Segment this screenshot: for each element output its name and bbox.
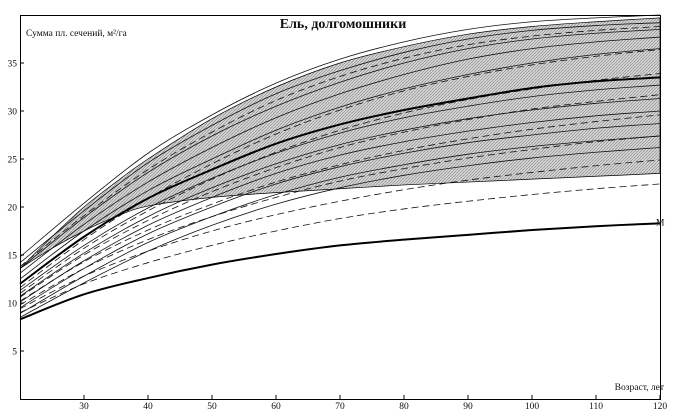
- y-tick-label: 35: [8, 60, 18, 70]
- x-tick-label: 60: [271, 402, 281, 412]
- y-tick-label: 20: [8, 204, 18, 214]
- y-tick-label: 15: [8, 252, 18, 262]
- solid-curves: [19, 14, 661, 318]
- ticks: 30 40 50 60 70 80 90 100 110 120 5 10 15 20 25 30 35: [8, 60, 668, 413]
- y-tick-label: 25: [8, 156, 18, 166]
- series-line: [19, 76, 661, 285]
- solid-curve: [19, 14, 661, 258]
- x-tick-label: 80: [399, 402, 409, 412]
- dashed-curve: [19, 159, 661, 310]
- y-tick-label: 5: [12, 348, 17, 358]
- solid-curve: [19, 98, 661, 297]
- y-tick-label: 10: [8, 300, 18, 310]
- y-axis-label: Сумма пл. сечений, м²/га: [26, 28, 128, 39]
- series-line: [19, 222, 661, 321]
- solid-curve: [19, 110, 661, 303]
- solid-curve: [19, 135, 661, 314]
- dashed-curve: [19, 94, 661, 298]
- x-tick-label: 90: [463, 402, 473, 412]
- dashed-curve: [19, 114, 661, 302]
- x-tick-label: 40: [143, 402, 153, 412]
- x-tick-label: 70: [335, 402, 345, 412]
- dashed-curve: [19, 135, 661, 306]
- x-tick-label: 100: [525, 402, 540, 412]
- x-axis-label: Возраст, лет: [615, 383, 665, 393]
- solid-curve: [19, 48, 661, 280]
- x-tick-label: 120: [653, 402, 668, 412]
- x-tick-label: 50: [207, 402, 217, 412]
- solid-curve: [19, 22, 661, 263]
- x-tick-label: 110: [589, 402, 603, 412]
- x-tick-label: 30: [79, 402, 89, 412]
- chart-title: Ель, долгомошники: [280, 17, 407, 32]
- y-tick-label: 30: [8, 108, 18, 118]
- solid-curve: [19, 36, 661, 274]
- solid-curve: [19, 84, 661, 291]
- solid-curve: [19, 123, 661, 309]
- solid-curve: [19, 147, 661, 318]
- dashed-curve: [19, 26, 661, 267]
- dashed-curve: [19, 183, 661, 313]
- solid-curve: [19, 29, 661, 269]
